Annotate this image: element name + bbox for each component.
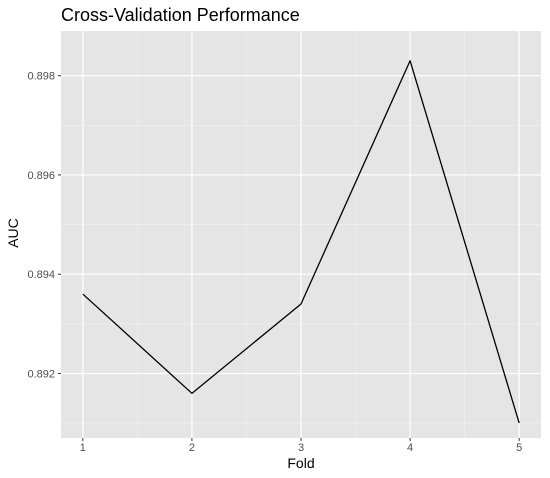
x-tick-label: 2 bbox=[189, 442, 195, 454]
y-tick-label: 0.894 bbox=[27, 269, 55, 281]
series-layer bbox=[82, 60, 520, 424]
x-axis-title: Fold bbox=[287, 455, 314, 471]
series-line-1 bbox=[82, 60, 520, 424]
major-gridlines bbox=[61, 31, 541, 438]
y-tick-label: 0.898 bbox=[27, 71, 55, 83]
y-tick-label: 0.892 bbox=[27, 368, 55, 380]
y-tick-label: 0.896 bbox=[27, 170, 55, 182]
x-axis: 1 2 3 4 5 bbox=[80, 438, 522, 454]
x-tick-label: 5 bbox=[516, 442, 522, 454]
y-axis-title: AUC bbox=[5, 218, 21, 248]
chart-title: Cross-Validation Performance bbox=[61, 5, 300, 25]
y-axis: 0.892 0.894 0.896 0.898 bbox=[27, 71, 61, 380]
x-tick-label: 4 bbox=[407, 442, 413, 454]
x-tick-label: 1 bbox=[80, 442, 86, 454]
x-tick-label: 3 bbox=[298, 442, 304, 454]
